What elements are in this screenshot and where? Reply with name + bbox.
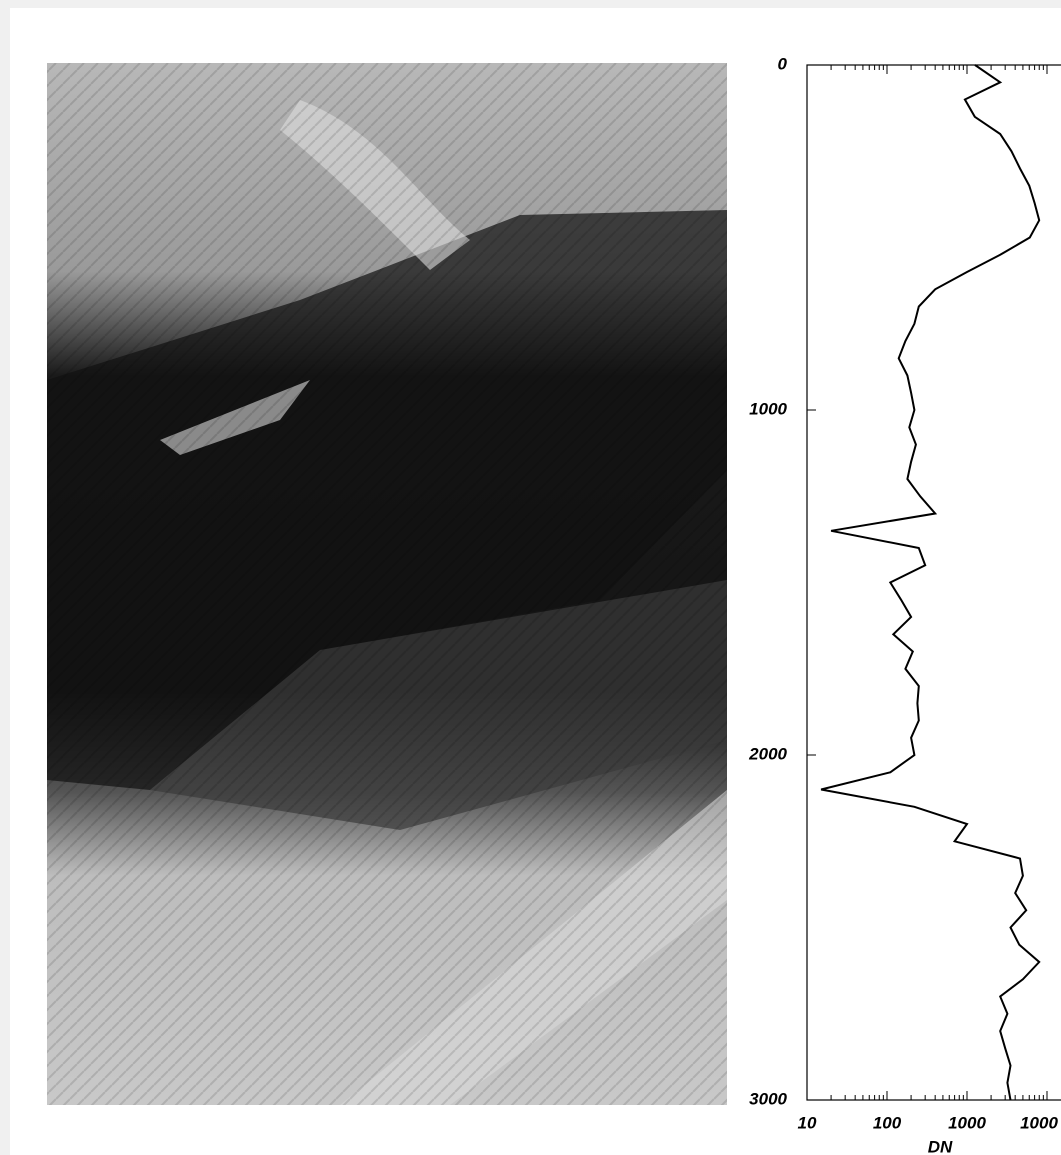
x-tick-label: 1000 (948, 1113, 986, 1132)
plot-frame (807, 65, 1061, 1100)
y-tick-label: 0 (778, 54, 788, 73)
satellite-image (47, 63, 727, 1105)
figure: DN 10 100 1000 1000 0 1000 2000 3000 (0, 0, 1061, 1155)
y-tick-label: 1000 (749, 399, 787, 418)
y-tick-label: 2000 (748, 744, 787, 763)
x-axis-label: DN (928, 1137, 953, 1155)
x-tick-label: 1000 (1020, 1113, 1058, 1132)
x-tick-label: 10 (798, 1113, 817, 1132)
y-tick-label: 3000 (749, 1089, 787, 1108)
x-tick-label: 100 (873, 1113, 902, 1132)
